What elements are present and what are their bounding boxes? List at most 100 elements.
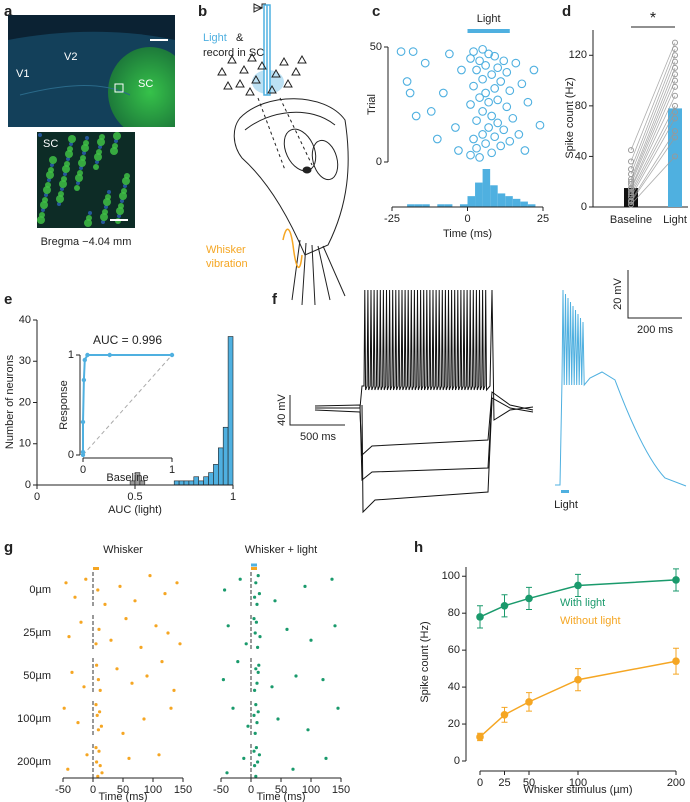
cell — [64, 161, 70, 167]
bar — [178, 480, 185, 486]
panel-label: e — [4, 291, 12, 308]
y-tick-label: 0 — [25, 479, 31, 491]
spike — [166, 631, 170, 635]
cell — [42, 197, 48, 203]
neuron — [227, 54, 237, 64]
spike — [490, 132, 500, 142]
spike — [98, 710, 102, 714]
pair-line — [630, 105, 676, 193]
pair-point — [672, 115, 678, 122]
spike — [330, 577, 334, 581]
spike — [99, 724, 103, 728]
spike — [253, 595, 257, 599]
pair-point — [628, 185, 634, 192]
x-tick-label: 50 — [275, 784, 287, 796]
spike — [73, 595, 77, 599]
spike — [469, 134, 478, 144]
x-tick-label: -50 — [213, 784, 229, 796]
x-axis-label: Time (ms) — [443, 228, 492, 240]
spike — [98, 764, 102, 768]
bar — [227, 336, 234, 486]
bar — [183, 480, 190, 486]
cell — [39, 212, 45, 218]
spike — [221, 678, 225, 682]
spike — [124, 617, 128, 621]
spike — [270, 685, 274, 689]
spike — [253, 764, 257, 768]
y-tick-label: 40 — [575, 150, 587, 162]
spike — [321, 678, 325, 682]
inset-label: SC — [43, 138, 58, 150]
cell — [61, 176, 67, 182]
spike — [472, 143, 481, 153]
x-tick-label: -25 — [384, 213, 400, 225]
cell — [85, 136, 89, 140]
y-tick-label: 50 — [370, 41, 382, 53]
spike — [478, 74, 487, 84]
marker — [574, 581, 582, 590]
psth-bar — [505, 196, 513, 207]
spike — [466, 100, 475, 109]
spike — [97, 627, 101, 632]
spike — [493, 118, 503, 128]
neuron — [251, 74, 261, 84]
region-label: V1 — [16, 68, 29, 80]
spike — [484, 49, 493, 59]
spike — [451, 123, 460, 132]
spike — [97, 749, 101, 753]
pair-point — [628, 158, 634, 165]
spike — [475, 56, 484, 66]
stimulus-bar — [93, 567, 99, 570]
pair-line — [630, 95, 676, 190]
cell — [99, 134, 105, 140]
x-tick-label: 0 — [90, 784, 96, 796]
roc-point — [85, 352, 90, 358]
bar — [203, 476, 209, 486]
x-tick-label: 50 — [117, 784, 129, 796]
cell — [107, 190, 111, 194]
spike — [96, 774, 100, 779]
spike — [475, 153, 484, 162]
cell — [37, 216, 45, 224]
spike — [505, 136, 515, 146]
bar — [668, 108, 682, 207]
spike — [426, 107, 436, 116]
pair-point — [672, 128, 678, 135]
neuron — [217, 66, 227, 76]
spike — [154, 624, 158, 628]
spike — [481, 61, 490, 70]
x-tick-label: Light — [663, 214, 687, 226]
spike — [256, 574, 260, 578]
cell — [93, 164, 99, 170]
spike — [100, 771, 104, 775]
spike — [95, 760, 99, 764]
panel-label: h — [414, 539, 423, 556]
cell — [97, 138, 105, 146]
scale-label: 40 mV — [276, 393, 288, 425]
x-axis-label: Time (ms) — [98, 791, 147, 802]
probe-label: & — [236, 32, 244, 44]
neuron — [271, 68, 281, 78]
cell — [94, 153, 102, 161]
legend-label: Without light — [560, 615, 621, 627]
probe-label: Light — [203, 32, 227, 44]
roc-line — [82, 354, 172, 455]
pair-line — [630, 118, 676, 198]
cell — [80, 155, 86, 161]
spike — [252, 617, 256, 621]
spike — [276, 717, 280, 721]
psth-bar — [467, 196, 476, 207]
spike — [309, 638, 313, 642]
cell — [121, 188, 127, 194]
spike — [95, 713, 99, 718]
spike — [291, 767, 295, 771]
y-tick-label: 0 — [454, 755, 460, 767]
spike — [62, 706, 66, 710]
y-tick-label: 0 — [376, 156, 382, 168]
pair-point — [628, 178, 634, 185]
spike — [484, 123, 493, 132]
psth-bar — [512, 198, 521, 207]
pair-line — [630, 67, 676, 180]
light-pulse — [561, 490, 569, 493]
spike — [478, 107, 487, 116]
